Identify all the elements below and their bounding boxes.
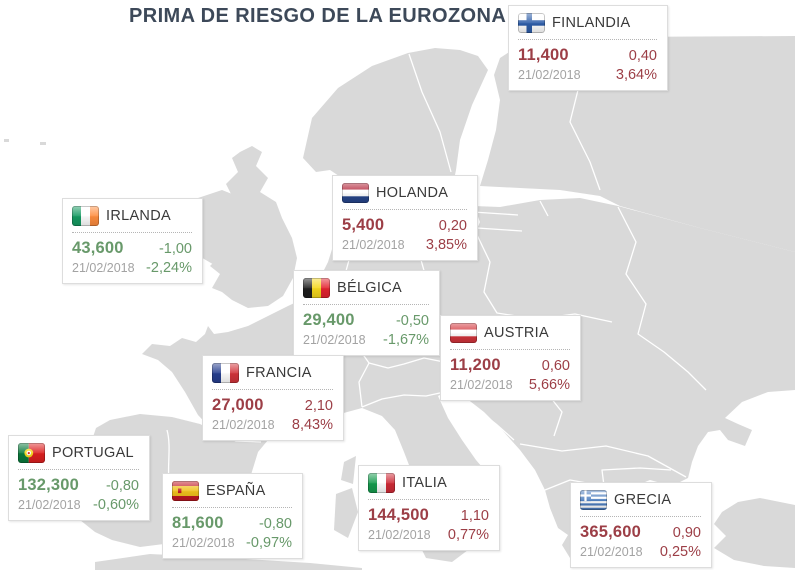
risk-premium-value: 11,200 bbox=[450, 356, 501, 374]
quote-date: 21/02/2018 bbox=[450, 378, 513, 392]
risk-premium-value: 43,600 bbox=[72, 239, 124, 257]
daily-change: -0,50 bbox=[395, 313, 429, 329]
card-irlanda[interactable]: IRLANDA 43,600 -1,00 21/02/2018 -2,24% bbox=[62, 198, 203, 284]
card-header: HOLANDA bbox=[342, 183, 467, 210]
risk-premium-value: 11,400 bbox=[518, 46, 569, 64]
country-name: FINLANDIA bbox=[552, 15, 631, 31]
percent-change: 3,85% bbox=[425, 237, 467, 253]
percent-change: -0,60% bbox=[93, 497, 139, 513]
percent-change: -1,67% bbox=[383, 332, 429, 348]
card-header: FRANCIA bbox=[212, 363, 333, 390]
card-grecia[interactable]: GRECIA 365,600 0,90 21/02/2018 0,25% bbox=[570, 482, 712, 568]
daily-change: 0,60 bbox=[541, 358, 570, 374]
country-name: FRANCIA bbox=[246, 365, 312, 381]
card-header: GRECIA bbox=[580, 490, 701, 517]
card-francia[interactable]: FRANCIA 27,000 2,10 21/02/2018 8,43% bbox=[202, 355, 344, 441]
risk-premium-value: 29,400 bbox=[303, 311, 355, 329]
quote-date: 21/02/2018 bbox=[368, 528, 431, 542]
country-name: BÉLGICA bbox=[337, 280, 402, 296]
risk-premium-value: 144,500 bbox=[368, 506, 430, 524]
card-header: AUSTRIA bbox=[450, 323, 570, 350]
daily-change: 1,10 bbox=[460, 508, 489, 524]
austria-flag-icon bbox=[450, 323, 477, 343]
daily-change: -0,80 bbox=[105, 478, 139, 494]
card-portugal[interactable]: PORTUGAL 132,300 -0,80 21/02/2018 -0,60% bbox=[8, 435, 150, 521]
country-name: ESPAÑA bbox=[206, 483, 266, 499]
card-holanda[interactable]: HOLANDA 5,400 0,20 21/02/2018 3,85% bbox=[332, 175, 478, 261]
country-name: HOLANDA bbox=[376, 185, 449, 201]
page-title: PRIMA DE RIESGO DE LA EUROZONA bbox=[129, 5, 507, 27]
daily-change: -1,00 bbox=[158, 241, 192, 257]
risk-premium-value: 5,400 bbox=[342, 216, 385, 234]
risk-premium-value: 365,600 bbox=[580, 523, 642, 541]
quote-date: 21/02/2018 bbox=[580, 545, 643, 559]
country-name: IRLANDA bbox=[106, 208, 171, 224]
portugal-flag-icon bbox=[18, 443, 45, 463]
percent-change: 5,66% bbox=[528, 377, 570, 393]
ireland-flag-icon bbox=[72, 206, 99, 226]
card-header: FINLANDIA bbox=[518, 13, 657, 40]
percent-change: 0,77% bbox=[447, 527, 489, 543]
percent-change: -0,97% bbox=[246, 535, 292, 551]
card-header: ESPAÑA bbox=[172, 481, 292, 508]
card-belgica[interactable]: BÉLGICA 29,400 -0,50 21/02/2018 -1,67% bbox=[293, 270, 440, 356]
daily-change: 0,90 bbox=[672, 525, 701, 541]
italy-flag-icon bbox=[368, 473, 395, 493]
country-name: GRECIA bbox=[614, 492, 672, 508]
risk-premium-value: 81,600 bbox=[172, 514, 224, 532]
daily-change: 0,20 bbox=[438, 218, 467, 234]
quote-date: 21/02/2018 bbox=[303, 333, 366, 347]
card-header: PORTUGAL bbox=[18, 443, 139, 470]
spain-flag-icon bbox=[172, 481, 199, 501]
country-name: AUSTRIA bbox=[484, 325, 549, 341]
quote-date: 21/02/2018 bbox=[18, 498, 81, 512]
risk-premium-value: 132,300 bbox=[18, 476, 80, 494]
percent-change: 0,25% bbox=[659, 544, 701, 560]
france-flag-icon bbox=[212, 363, 239, 383]
country-name: ITALIA bbox=[402, 475, 448, 491]
percent-change: 3,64% bbox=[615, 67, 657, 83]
daily-change: -0,80 bbox=[258, 516, 292, 532]
card-italia[interactable]: ITALIA 144,500 1,10 21/02/2018 0,77% bbox=[358, 465, 500, 551]
quote-date: 21/02/2018 bbox=[72, 261, 135, 275]
quote-date: 21/02/2018 bbox=[342, 238, 405, 252]
netherlands-flag-icon bbox=[342, 183, 369, 203]
quote-date: 21/02/2018 bbox=[518, 68, 581, 82]
card-espana[interactable]: ESPAÑA 81,600 -0,80 21/02/2018 -0,97% bbox=[162, 473, 303, 559]
card-austria[interactable]: AUSTRIA 11,200 0,60 21/02/2018 5,66% bbox=[440, 315, 581, 401]
quote-date: 21/02/2018 bbox=[212, 418, 275, 432]
finland-flag-icon bbox=[518, 13, 545, 33]
country-name: PORTUGAL bbox=[52, 445, 134, 461]
risk-premium-value: 27,000 bbox=[212, 396, 264, 414]
percent-change: -2,24% bbox=[146, 260, 192, 276]
card-header: ITALIA bbox=[368, 473, 489, 500]
card-finlandia[interactable]: FINLANDIA 11,400 0,40 21/02/2018 3,64% bbox=[508, 5, 668, 91]
belgium-flag-icon bbox=[303, 278, 330, 298]
greece-flag-icon bbox=[580, 490, 607, 510]
daily-change: 0,40 bbox=[628, 48, 657, 64]
percent-change: 8,43% bbox=[291, 417, 333, 433]
card-header: BÉLGICA bbox=[303, 278, 429, 305]
quote-date: 21/02/2018 bbox=[172, 536, 235, 550]
daily-change: 2,10 bbox=[304, 398, 333, 414]
card-header: IRLANDA bbox=[72, 206, 192, 233]
